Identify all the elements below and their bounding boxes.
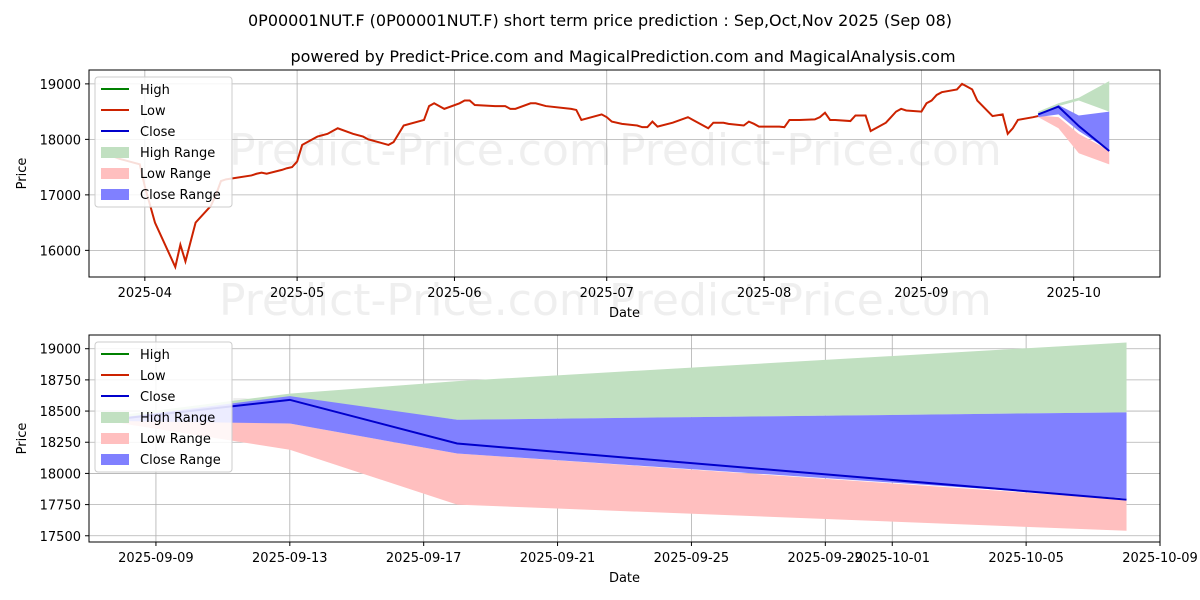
x-tick-label: 2025-10-01: [854, 551, 930, 566]
legend-label: Low: [140, 369, 166, 384]
legend-label: Low: [140, 104, 166, 119]
watermark-text: Predict-Price.com: [609, 275, 992, 326]
y-tick-label: 18000: [40, 133, 81, 148]
y-tick-label: 19000: [40, 78, 81, 93]
watermark-text: Predict-Price.com: [219, 275, 602, 326]
legend: High Low Close High Range Low Range Close Ran…: [94, 341, 233, 473]
legend-patch-swatch: [101, 147, 129, 158]
legend-patch-swatch: [101, 189, 129, 200]
x-tick-label: 2025-07: [580, 286, 634, 301]
y-tick-label: 18250: [40, 436, 81, 451]
y-axis-label: Price: [15, 423, 30, 455]
legend-label: Close Range: [140, 453, 221, 468]
low-range-band: [1038, 115, 1110, 165]
low-series-line: [103, 82, 1039, 271]
high-range-band: [122, 342, 1127, 420]
x-tick-label: 2025-08: [737, 286, 791, 301]
plot-frame: [88, 334, 1161, 543]
y-tick-label: 18750: [40, 374, 81, 389]
chart-title: 0P00001NUT.F (0P00001NUT.F) short term p…: [248, 11, 952, 30]
legend-patch-swatch: [101, 168, 129, 179]
close-series-line: [1037, 105, 1110, 152]
legend-label: Low Range: [140, 167, 211, 182]
low-range-band: [122, 418, 1127, 531]
x-tick-label: 2025-09-09: [118, 551, 194, 566]
x-tick-label: 2025-09-17: [386, 551, 462, 566]
y-tick-label: 17750: [40, 499, 81, 514]
bottom-panel: Predict-Price.comPredict-Price.com2025-0…: [15, 334, 1198, 586]
legend-box: [94, 76, 233, 208]
legend-patch-swatch: [101, 454, 129, 465]
x-axis-label: Date: [609, 306, 640, 321]
legend-label: High Range: [140, 411, 215, 426]
x-tick-label: 2025-04: [118, 286, 172, 301]
plot-frame: [88, 69, 1161, 278]
watermark-text: Predict-Price.com: [619, 125, 1002, 176]
legend-label: High: [140, 348, 170, 363]
y-tick-label: 18000: [40, 467, 81, 482]
x-tick-label: 2025-10-05: [988, 551, 1064, 566]
plot-area: [103, 81, 1110, 271]
top-panel: Predict-Price.com Predict-Price.comPredic…: [15, 69, 1161, 326]
legend: High Low Close High Range Low Range Close Ran…: [94, 76, 233, 208]
legend-label: High: [140, 83, 170, 98]
y-tick-label: 17500: [40, 530, 81, 545]
legend-patch-swatch: [101, 412, 129, 423]
x-tick-label: 2025-09-13: [252, 551, 328, 566]
x-tick-label: 2025-05: [270, 286, 324, 301]
x-tick-label: 2025-09-29: [788, 551, 864, 566]
y-tick-label: 16000: [40, 244, 81, 259]
close-range-band: [1038, 104, 1110, 151]
legend-label: Close: [140, 390, 175, 405]
legend-label: Close: [140, 125, 175, 140]
x-tick-label: 2025-09-25: [654, 551, 730, 566]
x-tick-label: 2025-09-21: [520, 551, 596, 566]
legend-patch-swatch: [101, 433, 129, 444]
legend-label: High Range: [140, 146, 215, 161]
x-tick-label: 2025-06: [427, 286, 481, 301]
plot-area: [122, 342, 1127, 531]
y-tick-label: 19000: [40, 343, 81, 358]
y-tick-label: 18500: [40, 405, 81, 420]
legend-label: Low Range: [140, 432, 211, 447]
x-axis-label: Date: [609, 571, 640, 586]
x-tick-label: 2025-10-09: [1122, 551, 1198, 566]
y-axis-label: Price: [15, 158, 30, 190]
chart-subtitle: powered by Predict-Price.com and Magical…: [290, 47, 955, 66]
x-tick-label: 2025-10: [1047, 286, 1101, 301]
y-tick-label: 17000: [40, 189, 81, 204]
x-tick-label: 2025-09: [894, 286, 948, 301]
legend-box: [94, 341, 233, 473]
legend-label: Close Range: [140, 188, 221, 203]
